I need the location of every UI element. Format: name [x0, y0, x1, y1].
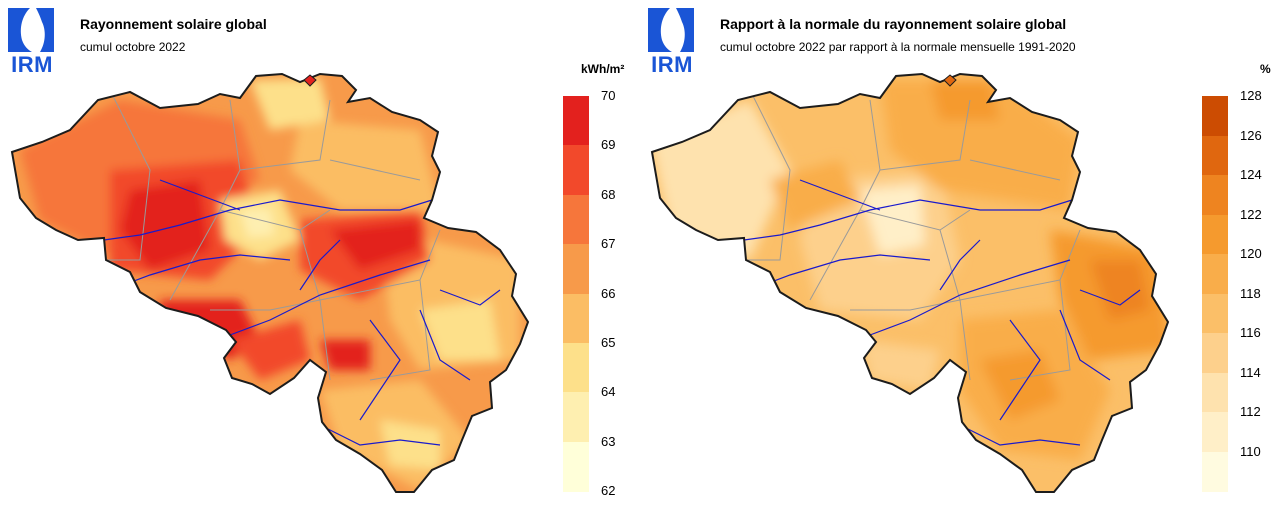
- irm-logo-mark-icon: [648, 8, 694, 52]
- legend-tick-label: 64: [601, 384, 616, 400]
- legend-color-box: [563, 441, 589, 492]
- legend-color-box: [563, 342, 589, 393]
- irm-logo: IRM: [646, 6, 698, 77]
- legend-tick-label: 110: [1240, 443, 1261, 459]
- legend-tick-label: 120: [1240, 246, 1262, 261]
- legend-color-box: [1202, 175, 1228, 215]
- enclave: [303, 74, 317, 87]
- legend-color-box: [563, 244, 589, 294]
- panel-radiation: IRM Rayonnement solaire global cumul oct…: [6, 6, 625, 498]
- legend-color-box: [1202, 254, 1228, 294]
- map-title: Rayonnement solaire global: [80, 16, 267, 32]
- legend-color-box: [1202, 293, 1228, 334]
- legend-color-box: [1202, 96, 1228, 136]
- legend-color-box: [563, 194, 589, 245]
- legend-tick-label: 116: [1240, 325, 1261, 340]
- enclave: [943, 74, 957, 87]
- legend-color-box: [1202, 333, 1228, 373]
- legend-color-box: [1202, 135, 1228, 176]
- legend-color-box: [563, 293, 589, 344]
- legend-tick-label: 67: [601, 236, 616, 252]
- legend-tick-label: 112: [1240, 404, 1261, 419]
- legend-unit: %: [1260, 62, 1271, 76]
- legend-tick-label: 66: [601, 285, 616, 301]
- logo-text: IRM: [651, 52, 693, 77]
- irm-logo: IRM: [6, 6, 58, 77]
- legend-tick-label: 118: [1240, 285, 1261, 301]
- logo-text: IRM: [11, 52, 53, 77]
- legend-tick-label: 68: [601, 186, 616, 202]
- map-belgium-radiation: [11, 73, 529, 493]
- legend-tick-label: 62: [601, 483, 616, 498]
- map-belgium-ratio: [651, 73, 1169, 493]
- legend-color-box: [563, 96, 589, 146]
- legend-color-box: [1202, 214, 1228, 255]
- legend-color-box: [1202, 412, 1228, 452]
- legend-tick-label: 126: [1240, 127, 1262, 143]
- legend-tick-label: 114: [1240, 364, 1261, 380]
- legend-tick-label: 124: [1240, 167, 1262, 182]
- legend-tick-label: 63: [601, 433, 616, 449]
- irm-logo-mark-icon: [8, 8, 54, 52]
- legend-tick-label: 122: [1240, 206, 1262, 222]
- legend-tick-label: 70: [601, 88, 616, 103]
- legend-tick-label: 69: [601, 137, 616, 153]
- legend-color-box: [563, 392, 589, 443]
- legend-color-box: [1202, 372, 1228, 413]
- map-subtitle: cumul octobre 2022 par rapport à la norm…: [720, 40, 1076, 54]
- legend-tick-label: 128: [1240, 88, 1262, 103]
- legend-unit: kWh/m²: [581, 62, 625, 76]
- map-subtitle: cumul octobre 2022: [80, 40, 186, 54]
- map-title: Rapport à la normale du rayonnement sola…: [720, 16, 1067, 32]
- panel-ratio: IRM Rapport à la normale du rayonnement …: [640, 0, 1280, 507]
- legend-tick-label: 65: [601, 334, 616, 350]
- legend-color-box: [1202, 451, 1228, 492]
- legend-color-box: [563, 145, 589, 196]
